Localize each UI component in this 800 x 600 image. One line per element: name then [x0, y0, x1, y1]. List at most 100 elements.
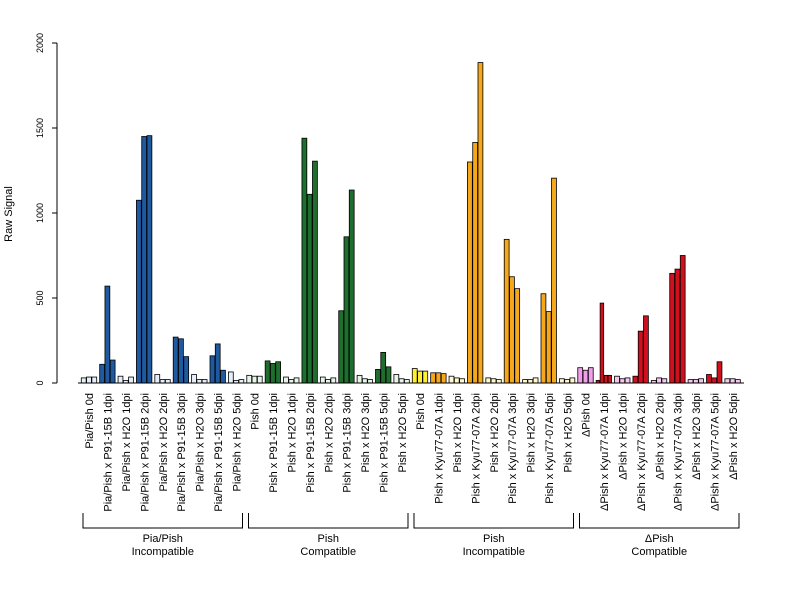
bar	[674, 268, 681, 384]
bars	[80, 62, 741, 384]
bar	[551, 177, 557, 384]
bar	[692, 379, 699, 384]
group-label-line1: Pish	[318, 533, 339, 545]
bar	[716, 361, 723, 384]
bar	[411, 368, 418, 384]
bar	[724, 378, 731, 384]
bar	[540, 293, 547, 384]
x-tick-label: Pish x P91-15B 2dpi	[305, 393, 317, 493]
x-tick-label: Pia/Pish 0d	[84, 393, 96, 449]
bar	[619, 378, 626, 384]
bar	[117, 375, 124, 384]
bar	[614, 375, 620, 384]
bar	[624, 377, 631, 384]
bar	[603, 374, 609, 384]
x-tick-label: Pia/Pish x P91-15B 3dpi	[176, 393, 188, 512]
bar	[251, 375, 258, 384]
bar	[532, 377, 539, 384]
x-tick-label: ΔPish 0d	[581, 393, 593, 437]
bar	[527, 379, 534, 384]
bar	[238, 379, 245, 384]
x-tick-label: Pish x P91-15B 5dpi	[378, 393, 390, 493]
bar	[141, 136, 147, 384]
x-tick-label: ΔPish x Kyu77-07A 2dpi	[636, 393, 648, 511]
bar	[301, 137, 308, 384]
bar	[711, 377, 718, 384]
bar	[661, 378, 668, 384]
bar	[490, 378, 497, 384]
bar	[393, 374, 400, 384]
bar	[430, 372, 436, 384]
bar	[422, 370, 429, 384]
x-tick-label: Pia/Pish x P91-15B 1dpi	[103, 393, 115, 512]
group-bracket	[413, 513, 574, 529]
x-tick-label: ΔPish x Kyu77-07A 1dpi	[599, 393, 611, 511]
bar	[477, 62, 484, 384]
y-tick-label: 500	[35, 290, 45, 305]
x-tick-label: ΔPish x H2O 3dpi	[691, 393, 703, 480]
bar	[172, 336, 179, 384]
bar	[398, 378, 405, 384]
x-tick-label: Pish x Kyu77-07A 5dpi	[544, 393, 556, 504]
bar	[509, 276, 515, 384]
category-labels: Pia/Pish 0d Pia/Pish x P91-15B 1dpi Pia/Pi…	[84, 393, 740, 512]
x-tick-label: Pish x P91-15B 3dpi	[342, 393, 354, 493]
bar	[453, 377, 460, 384]
bar	[154, 374, 161, 384]
bar	[448, 375, 455, 384]
bar	[246, 374, 253, 384]
x-tick-label: Pish x H2O 3dpi	[526, 393, 538, 472]
bar	[669, 272, 675, 384]
bar	[522, 379, 528, 384]
bar	[607, 374, 612, 384]
x-tick-label: Pia/Pish x H2O 2dpi	[158, 393, 170, 491]
bar	[440, 373, 447, 384]
bar	[159, 379, 166, 384]
bar	[361, 378, 368, 384]
x-tick-label: ΔPish x H2O 1dpi	[617, 393, 629, 480]
group-label-line1: Pish	[483, 533, 504, 545]
group-brackets: Pia/PishIncompatiblePishCompatiblePishIn…	[82, 513, 740, 558]
bar	[656, 377, 662, 384]
bar	[191, 374, 197, 384]
bar	[564, 379, 570, 384]
bar	[86, 376, 92, 384]
x-tick-label: Pish x H2O 1dpi	[286, 393, 298, 472]
bar	[201, 379, 208, 384]
bar	[356, 374, 363, 384]
bar	[375, 368, 381, 384]
x-tick-label: Pish x Kyu77-07A 2dpi	[470, 393, 482, 504]
bar	[380, 351, 387, 384]
x-tick-label: ΔPish x Kyu77-07A 3dpi	[673, 393, 685, 511]
x-tick-label: Pish x Kyu77-07A 1dpi	[434, 393, 446, 504]
bar	[220, 369, 226, 384]
bar	[467, 161, 473, 384]
bar	[283, 376, 289, 384]
bar	[319, 376, 326, 384]
bar	[178, 338, 184, 384]
bar	[312, 160, 318, 384]
group-label-line2: Compatible	[300, 546, 356, 558]
x-tick-label: Pish x H2O 2dpi	[489, 393, 501, 472]
x-tick-label: Pia/Pish x P91-15B 5dpi	[213, 393, 225, 512]
x-tick-label: Pish x P91-15B 1dpi	[268, 393, 280, 493]
x-tick-label: Pia/Pish x P91-15B 2dpi	[139, 393, 151, 512]
bar	[109, 359, 116, 384]
x-tick-label: Pish x H2O 5dpi	[397, 393, 409, 472]
y-axis: 0 500 1000 1500 2000	[35, 33, 58, 386]
x-tick-label: ΔPish x H2O 2dpi	[654, 393, 666, 480]
bar	[472, 142, 479, 384]
bar	[288, 379, 295, 384]
y-axis-label: Raw Signal	[3, 186, 15, 242]
bar	[146, 135, 153, 384]
bar	[104, 285, 111, 384]
bar	[643, 315, 649, 384]
bar	[582, 369, 589, 384]
x-tick-label: Pish 0d	[415, 393, 427, 430]
y-tick-label: 1500	[35, 118, 45, 138]
bar	[306, 193, 313, 384]
x-tick-label: Pia/Pish x H2O 5dpi	[231, 393, 243, 491]
bar	[330, 377, 337, 384]
x-tick-label: Pish x H2O 2dpi	[323, 393, 335, 472]
